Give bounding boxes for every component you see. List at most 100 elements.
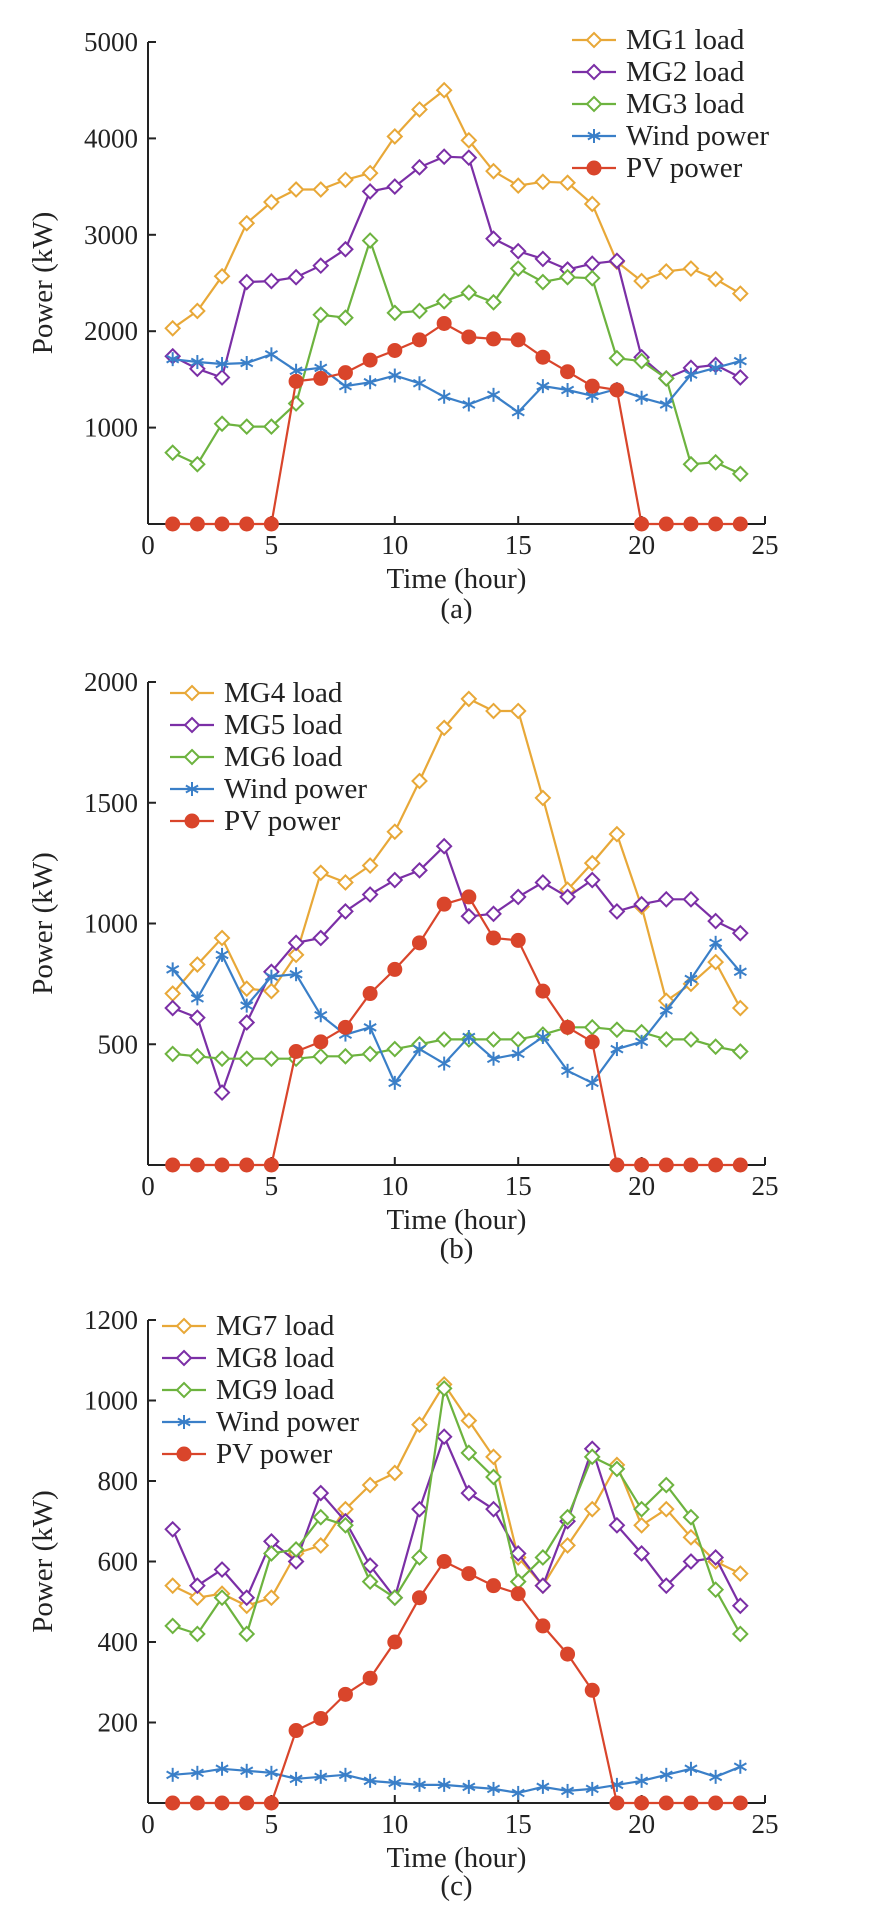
data-point [733,1759,747,1774]
data-point [239,1795,255,1811]
data-point [388,368,402,383]
series-line [172,1026,741,1060]
y-tick-label: 4000 [84,123,138,153]
data-point [584,1682,600,1698]
data-point [659,1003,673,1018]
data-point [583,854,601,872]
data-point [166,1767,180,1782]
data-point [213,369,231,386]
data-point [362,1670,378,1686]
x-tick-label: 0 [141,1171,155,1201]
y-tick-label: 1000 [84,1386,138,1416]
data-point [634,516,650,532]
legend-label: MG5 load [224,709,343,741]
data-point [608,903,626,920]
data-point [585,1075,599,1090]
data-point [485,1500,502,1518]
data-point [189,516,205,532]
data-point [361,183,379,200]
data-point [559,174,576,192]
legend-item: PV power [162,1438,333,1470]
data-point [634,1795,650,1811]
data-point [684,367,698,382]
data-point [337,365,353,381]
data-point [657,263,675,280]
data-point [262,193,280,211]
data-point [583,1448,601,1466]
legend-marker [185,782,199,796]
series-line [171,940,742,1086]
data-point [486,331,502,347]
data-point [411,158,428,176]
legend-item: MG8 load [162,1342,335,1374]
data-point [312,1536,330,1554]
series-line [172,844,741,1096]
data-point [682,455,700,473]
legend-marker [586,160,602,176]
data-point [262,1589,280,1607]
data-point [733,354,747,369]
data-point [559,1508,576,1526]
data-point [534,789,552,807]
data-point [312,929,330,947]
data-point [485,1468,502,1486]
data-point [731,285,749,303]
data-point [386,1589,404,1607]
data-point [437,1777,451,1792]
data-point [608,1516,626,1534]
data-point [585,1781,599,1796]
y-tick-label: 500 [98,1029,139,1059]
panel-label: (c) [440,1870,472,1902]
data-point [190,991,204,1006]
data-point [610,1042,624,1057]
data-point [682,1508,700,1526]
data-point [731,999,749,1017]
data-point [361,1045,379,1063]
data-point [633,895,651,913]
data-point [633,1516,651,1534]
data-point [166,962,180,977]
data-point [435,1380,453,1397]
legend-marker [176,1446,192,1462]
data-point [633,272,651,290]
data-point [462,1030,476,1045]
data-point [361,886,379,903]
data-point [707,953,725,971]
data-point [436,896,452,912]
data-point [709,935,723,950]
data-point [287,181,305,198]
data-point [460,1444,478,1462]
series-line [172,155,741,380]
data-point [731,924,749,942]
data-point [164,1520,182,1538]
data-point [386,128,404,145]
data-point [682,1528,700,1546]
data-point [215,356,229,371]
data-point [635,390,649,405]
data-point [238,214,256,232]
data-point [657,1031,675,1048]
data-point [485,1448,502,1466]
data-point [313,370,329,386]
data-point [608,1460,626,1478]
data-point [536,1779,550,1794]
legend-marker [183,716,201,734]
data-point [262,272,280,290]
data-point [486,1051,501,1066]
data-point [609,1795,625,1811]
data-point [707,1549,725,1566]
data-point [363,375,377,390]
data-point [658,516,674,532]
data-point [658,1795,674,1811]
data-point [363,1020,377,1035]
data-point [190,1765,204,1780]
data-point [188,1625,206,1643]
legend-item: Wind power [572,120,769,152]
data-point [213,929,231,947]
legend-marker [175,1349,193,1367]
data-point [510,1586,526,1602]
data-point [188,1009,206,1027]
y-tick-label: 400 [98,1627,139,1657]
data-point [411,101,428,118]
data-point [709,360,723,375]
